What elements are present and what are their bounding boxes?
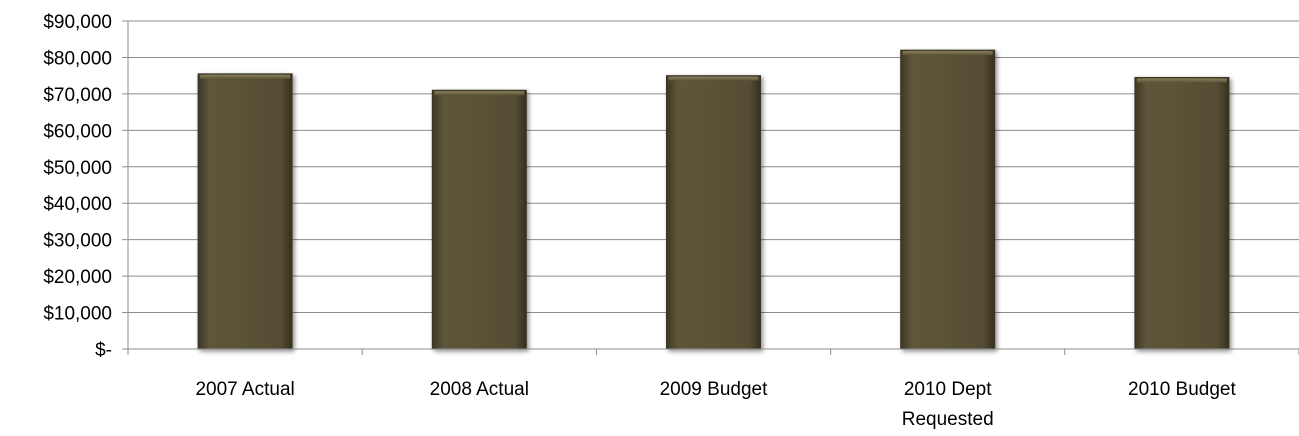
- bar-bevel: [434, 91, 525, 96]
- bar-3: [900, 49, 996, 350]
- bar-1: [431, 89, 527, 350]
- y-tick-label: $-: [95, 340, 112, 361]
- x-tick-label: 2008 Actual: [430, 379, 529, 400]
- bars: [197, 49, 1230, 350]
- bar: [431, 89, 527, 350]
- y-tick-label: $60,000: [43, 121, 112, 142]
- bar-bevel: [668, 76, 759, 81]
- bar-4: [1134, 76, 1230, 350]
- y-axis-tick-labels: $- $10,000 $20,000 $30,000 $40,000 $50,000 $60…: [43, 12, 112, 361]
- y-tick-label: $20,000: [43, 267, 112, 288]
- x-tick-label-line: 2008 Actual: [430, 379, 529, 400]
- axes: [122, 20, 1299, 355]
- x-tick-label-line: 2007 Actual: [195, 379, 294, 400]
- y-tick-label: $70,000: [43, 85, 112, 106]
- x-tick-label: 2010 Budget: [1128, 379, 1236, 400]
- y-tick-label: $30,000: [43, 231, 112, 252]
- x-axis-tick-labels: 2007 Actual 2008 Actual 2009 Budget 2010 De…: [195, 379, 1236, 430]
- x-tick-label-line: Requested: [902, 409, 994, 430]
- x-tick-label: 2007 Actual: [195, 379, 294, 400]
- x-tick-label-line: 2010 Budget: [1128, 379, 1236, 400]
- y-tick-label: $80,000: [43, 48, 112, 69]
- bar: [197, 73, 293, 350]
- bar: [666, 75, 761, 350]
- x-tick-label: 2010 Dept Requested: [902, 379, 994, 430]
- x-tick-label: 2009 Budget: [660, 379, 768, 400]
- x-tick-label-line: 2009 Budget: [660, 379, 768, 400]
- y-tick-label: $10,000: [43, 304, 112, 325]
- bar-2: [666, 75, 761, 350]
- bar-bevel: [902, 51, 993, 56]
- x-tick-label-line: 2010 Dept: [904, 379, 992, 400]
- bar: [1134, 76, 1230, 350]
- y-tick-label: $40,000: [43, 194, 112, 215]
- y-tick-label: $50,000: [43, 158, 112, 179]
- y-tick-label: $90,000: [43, 12, 112, 33]
- bar-0: [197, 73, 293, 350]
- bar-bevel: [1136, 78, 1227, 83]
- bar: [900, 49, 996, 350]
- bar-bevel: [200, 74, 291, 79]
